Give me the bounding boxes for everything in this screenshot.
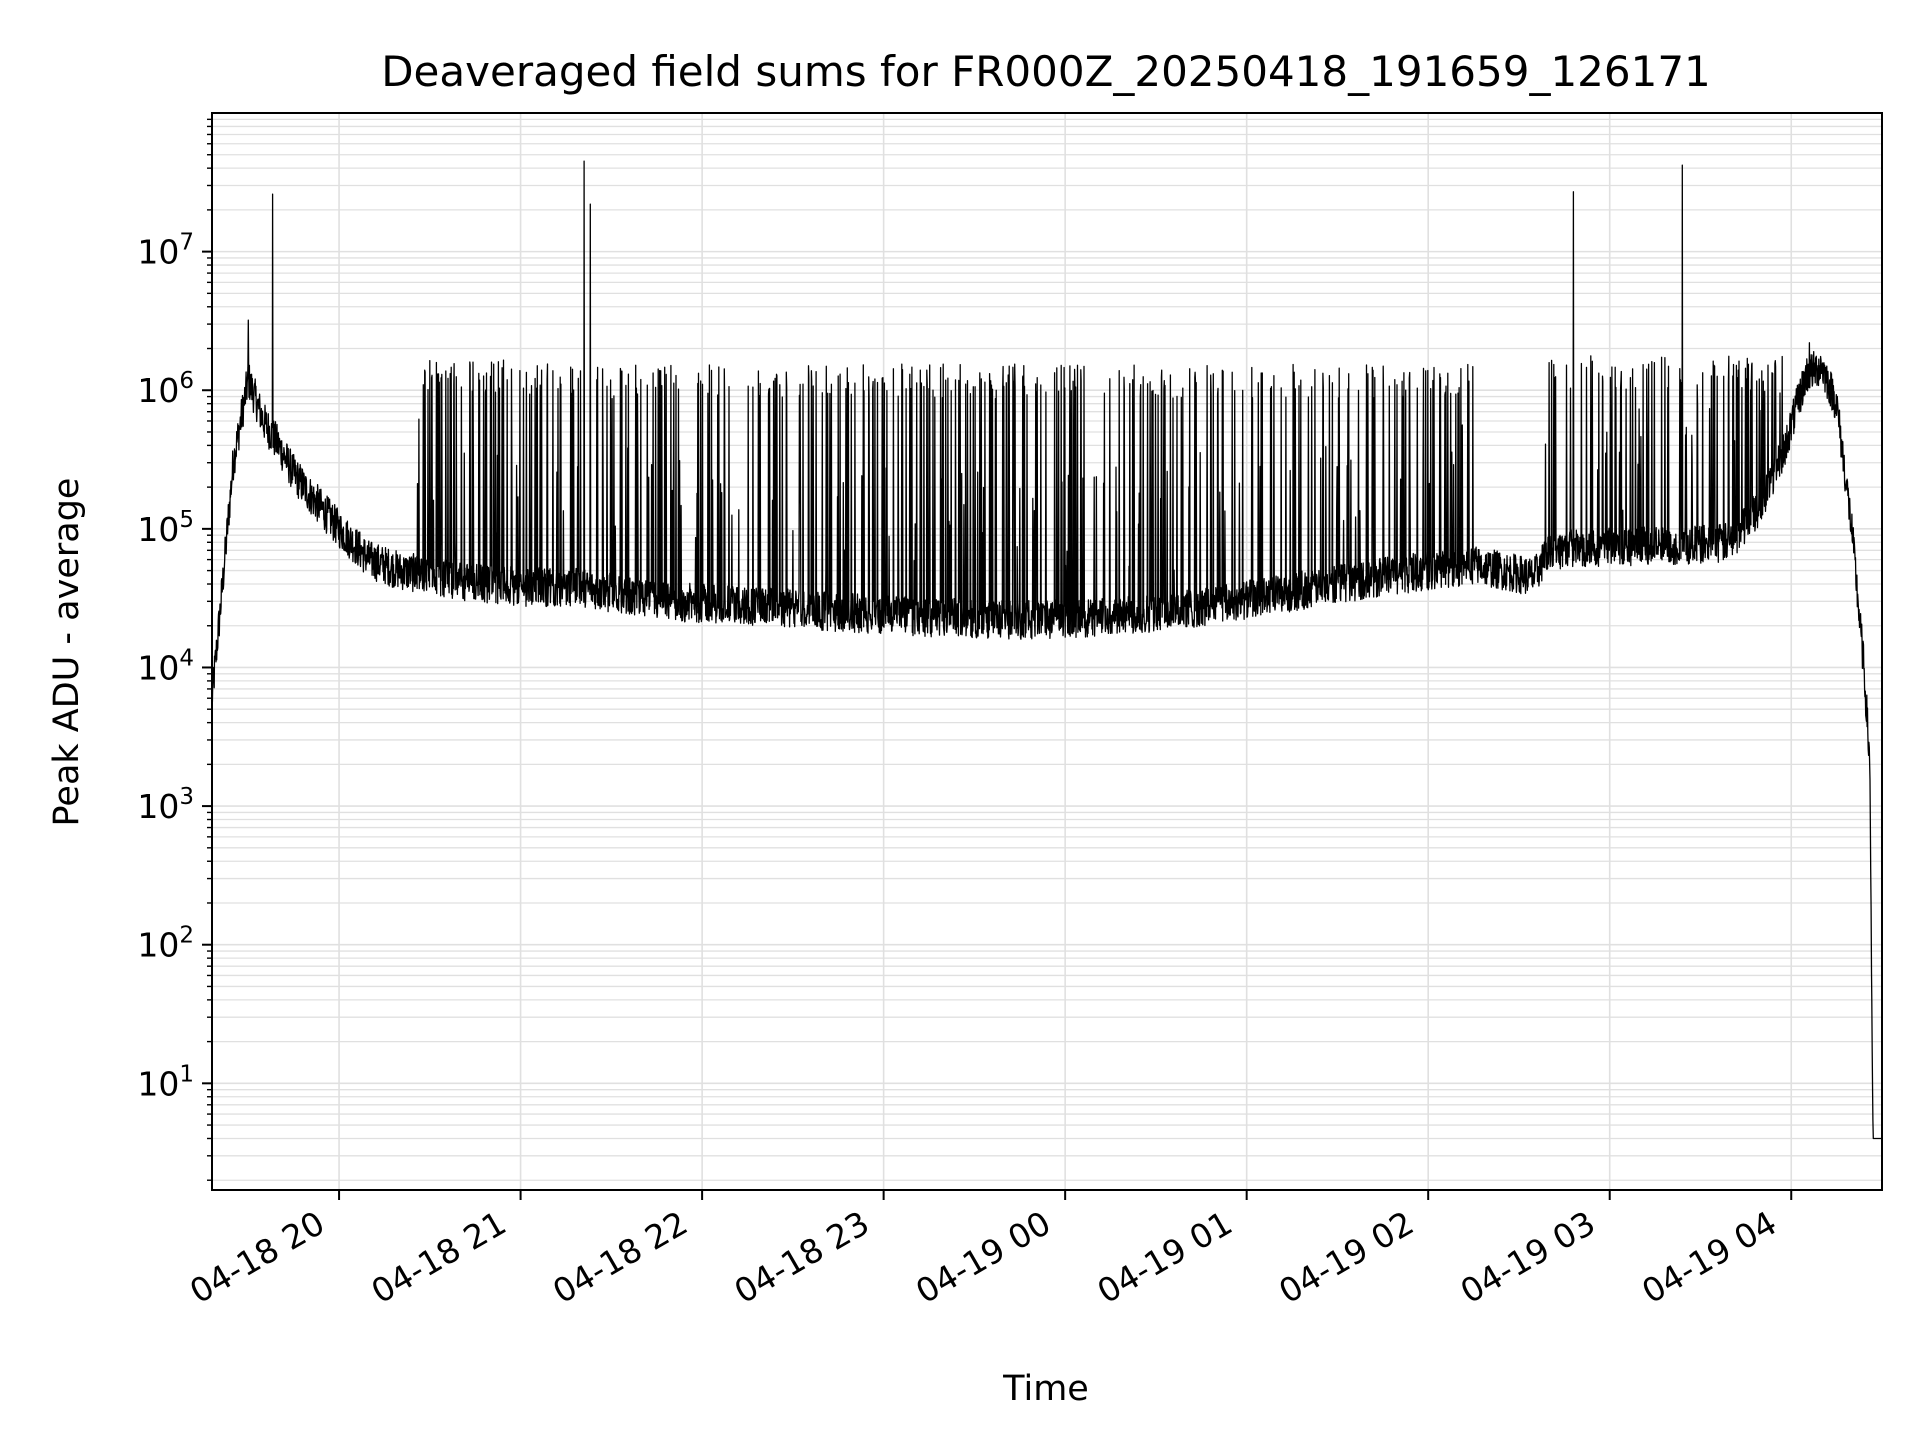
y-tick-label: 105: [137, 507, 194, 549]
chart-title: Deaveraged field sums for FR000Z_2025041…: [381, 47, 1711, 96]
y-tick-exponent: 7: [179, 230, 194, 256]
plot-frame: [211, 112, 1883, 1191]
y-tick-label: 102: [137, 923, 194, 965]
plot-area: [211, 160, 1883, 1140]
y-tick-label: 101: [137, 1061, 194, 1103]
y-tick-label: 106: [137, 368, 194, 410]
y-tick-base: 10: [137, 1064, 179, 1103]
y-tick-exponent: 1: [179, 1061, 194, 1087]
y-tick-label: 104: [137, 645, 194, 687]
y-tick-exponent: 2: [179, 923, 194, 949]
y-tick-base: 10: [137, 233, 179, 272]
y-tick-exponent: 5: [179, 507, 194, 533]
x-axis-label: Time: [1002, 1369, 1089, 1409]
y-tick-label: 103: [137, 784, 194, 826]
y-tick-exponent: 6: [179, 368, 194, 394]
y-tick-base: 10: [137, 371, 179, 410]
y-tick-base: 10: [137, 926, 179, 965]
y-tick-label: 107: [137, 230, 194, 272]
y-tick-base: 10: [137, 510, 179, 549]
y-axis-label: Peak ADU - average: [47, 478, 87, 827]
y-tick-exponent: 3: [179, 784, 194, 810]
y-tick-base: 10: [137, 648, 179, 687]
y-tick-base: 10: [137, 787, 179, 826]
series-line: [211, 160, 1883, 1140]
y-tick-exponent: 4: [179, 645, 194, 671]
grid: [212, 113, 1882, 1190]
